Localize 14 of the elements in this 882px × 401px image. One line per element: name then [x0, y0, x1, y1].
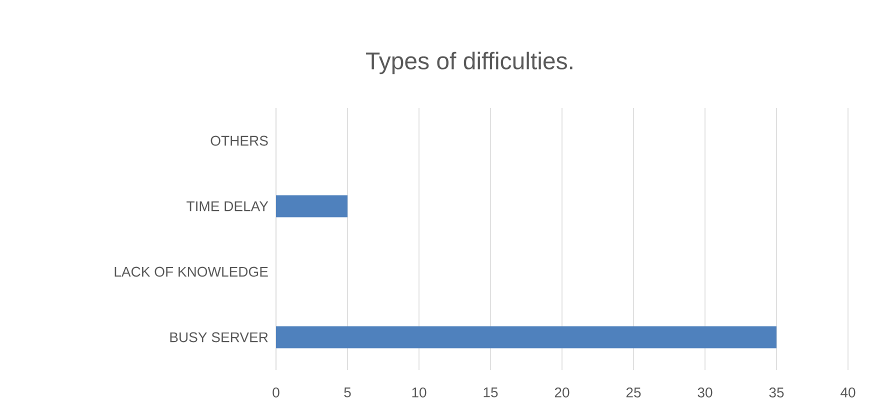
- y-tick-label: LACK OF KNOWLEDGE: [114, 266, 268, 277]
- chart-title: Types of difficulties.: [366, 52, 572, 74]
- y-tick-label: TIME DELAY: [186, 201, 268, 212]
- x-tick-label: 30: [698, 388, 712, 398]
- x-tick-label: 5: [344, 388, 351, 398]
- x-tick-label: 25: [626, 388, 641, 398]
- y-tick-label: OTHERS: [210, 136, 268, 146]
- x-tick-label: 20: [554, 388, 570, 398]
- x-tick-label: 0: [272, 388, 280, 398]
- y-tick-label: BUSY SERVER: [170, 332, 268, 342]
- x-tick-label: 10: [412, 388, 426, 398]
- x-tick-label: 15: [484, 388, 498, 398]
- x-tick-label: 40: [840, 388, 856, 398]
- x-tick-label: 35: [769, 388, 784, 398]
